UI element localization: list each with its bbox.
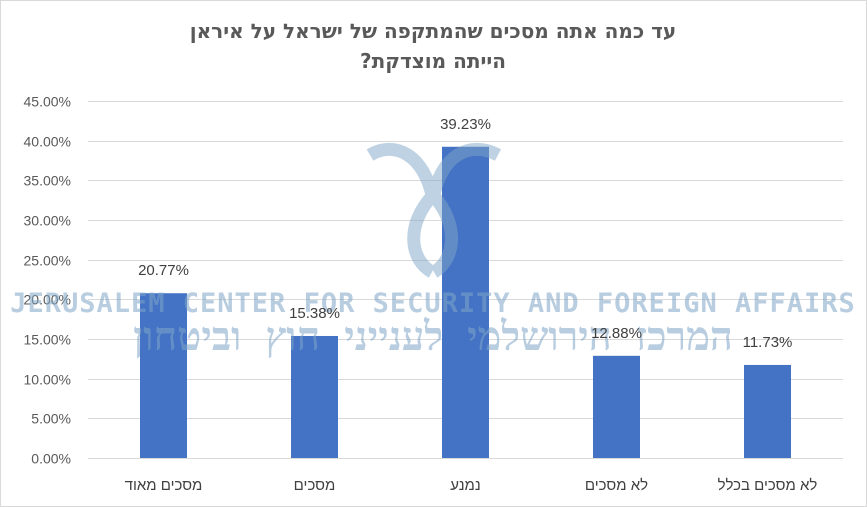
y-tick-label: 25.00% xyxy=(24,253,71,269)
data-label: 15.38% xyxy=(289,305,340,322)
bar xyxy=(140,293,187,458)
watermark: JERUSALEM CENTER FOR SECURITY AND FOREIG… xyxy=(10,142,856,360)
watermark-hebrew-text: המרכז הירושלמי לענייני חוץ וביטחון xyxy=(133,314,733,360)
y-tick-label: 35.00% xyxy=(24,173,71,189)
data-label: 12.88% xyxy=(591,325,642,342)
data-label: 11.73% xyxy=(743,334,793,351)
chart-title-line-1: עד כמה אתה מסכים שהמתקפה של ישראל על איר… xyxy=(190,19,677,43)
x-category-label: מסכים מאוד xyxy=(125,477,203,494)
watermark-english-text: JERUSALEM CENTER FOR SECURITY AND FOREIG… xyxy=(10,288,856,319)
x-category-label: נמנע xyxy=(450,477,480,494)
y-tick-label: 45.00% xyxy=(24,94,71,110)
y-tick-label: 0.00% xyxy=(31,451,71,467)
x-category-label: לא מסכים בכלל xyxy=(718,477,818,494)
y-tick-label: 40.00% xyxy=(24,134,71,150)
y-tick-label: 30.00% xyxy=(24,213,71,229)
x-category-label: לא מסכים xyxy=(585,477,648,494)
bar xyxy=(744,364,791,458)
data-label: 20.77% xyxy=(138,262,189,279)
watermark-logo-icon xyxy=(366,142,502,278)
y-tick-label: 15.00% xyxy=(24,332,71,348)
bar xyxy=(291,335,338,458)
y-tick-label: 5.00% xyxy=(31,411,71,427)
x-axis-category-labels: מסכים מאוד מסכים נמנע לא מסכים לא מסכים בכלל xyxy=(125,477,818,494)
data-label: 39.23% xyxy=(440,116,491,133)
chart-title: עד כמה אתה מסכים שהמתקפה של ישראל על איר… xyxy=(190,19,677,73)
bar xyxy=(593,355,640,458)
x-category-label: מסכים xyxy=(294,477,336,494)
gridlines xyxy=(88,101,843,459)
data-labels: 20.77% 15.38% 39.23% 12.88% 11.73% xyxy=(138,116,792,351)
chart-title-line-2: הייתה מוצדקת? xyxy=(360,49,506,73)
bar xyxy=(442,146,489,458)
y-tick-label: 10.00% xyxy=(24,372,71,388)
y-tick-label: 20.00% xyxy=(24,292,71,308)
y-axis-tick-labels: 0.00% 5.00% 10.00% 15.00% 20.00% 25.00% 30.00%… xyxy=(24,94,71,467)
bars xyxy=(140,146,791,458)
